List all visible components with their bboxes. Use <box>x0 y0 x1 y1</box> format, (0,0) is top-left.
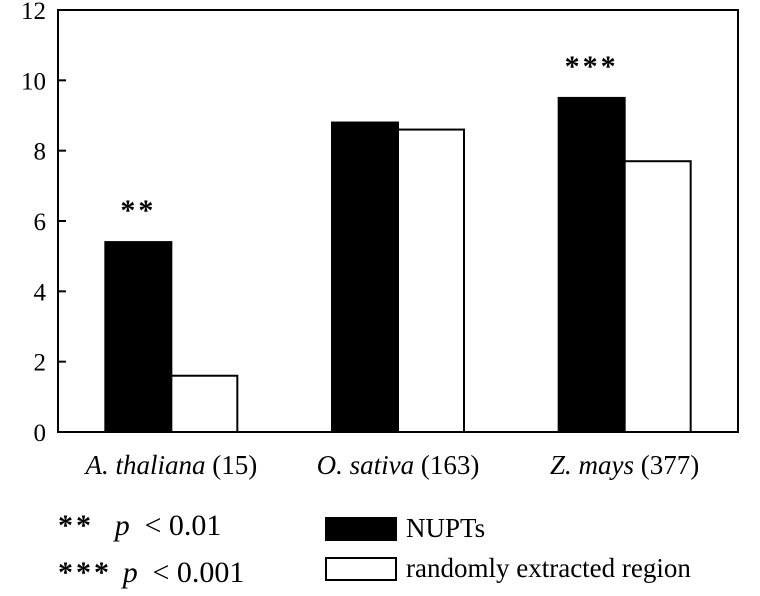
bar-group <box>104 96 692 434</box>
bar-nupts <box>557 96 626 434</box>
bar-random <box>623 160 692 433</box>
significance-key: ** p < 0.01 *** p < 0.001 <box>58 509 244 589</box>
x-category-label: Z. mays (377) <box>550 450 699 480</box>
x-category-label: O. sativa (163) <box>317 450 480 480</box>
y-tick-label: 8 <box>34 139 47 166</box>
legend-label-random: randomly extracted region <box>406 553 691 583</box>
y-tick-label: 6 <box>34 209 47 236</box>
legend-swatch-nupts <box>325 517 397 541</box>
bar-nupts <box>331 121 399 434</box>
significance-stars: ** <box>120 194 156 227</box>
legend-label-nupts: NUPTs <box>406 513 485 543</box>
y-tick-label: 2 <box>34 350 47 377</box>
y-axis: 0 2 4 6 8 10 12 <box>21 0 66 447</box>
y-tick-label: 4 <box>34 279 47 306</box>
key-row-1: ** p < 0.01 <box>58 509 221 542</box>
y-tick-label: 0 <box>34 420 47 447</box>
category-labels: A. thaliana (15) O. sativa (163) Z. mays (… <box>83 450 699 480</box>
significance-stars: *** <box>565 50 619 83</box>
key-p-2: p <box>121 556 138 589</box>
significance-annotations: ***** <box>120 50 619 227</box>
legend: NUPTs randomly extracted region <box>325 513 691 583</box>
key-stars-1: ** <box>58 509 94 542</box>
key-row-2: *** p < 0.001 <box>58 556 244 589</box>
y-tick-label: 12 <box>21 0 46 25</box>
plot-frame <box>57 9 739 433</box>
key-p-1: p <box>113 509 130 542</box>
bar-nupts <box>104 241 173 433</box>
key-stars-2: *** <box>58 556 112 589</box>
y-tick-label: 10 <box>21 68 46 95</box>
bar-random <box>397 128 465 433</box>
key-threshold-2: < 0.001 <box>153 556 245 589</box>
key-threshold-1: < 0.01 <box>145 509 222 542</box>
bar-random <box>170 374 239 434</box>
legend-swatch-random <box>325 557 397 581</box>
x-category-label: A. thaliana (15) <box>83 450 257 480</box>
